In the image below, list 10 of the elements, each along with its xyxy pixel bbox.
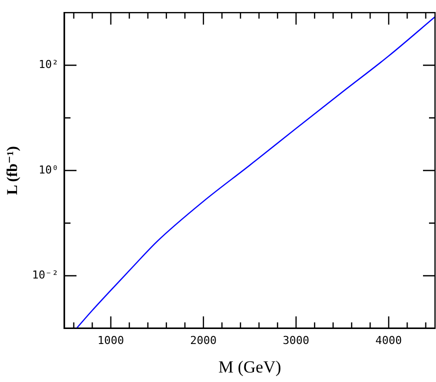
y-axis-title: L (fb⁻¹) <box>4 146 21 195</box>
y-tick-label: 10⁻² <box>32 268 58 282</box>
x-tick-label: 4000 <box>375 334 402 347</box>
y-tick-label: 10² <box>38 58 58 72</box>
x-axis-title: M (GeV) <box>218 357 282 376</box>
x-tick-label: 3000 <box>282 334 310 347</box>
y-tick-label: 10⁰ <box>38 163 58 176</box>
line-series <box>76 16 435 328</box>
x-tick-label: 1000 <box>98 334 124 347</box>
x-tick-label: 2000 <box>190 334 217 347</box>
